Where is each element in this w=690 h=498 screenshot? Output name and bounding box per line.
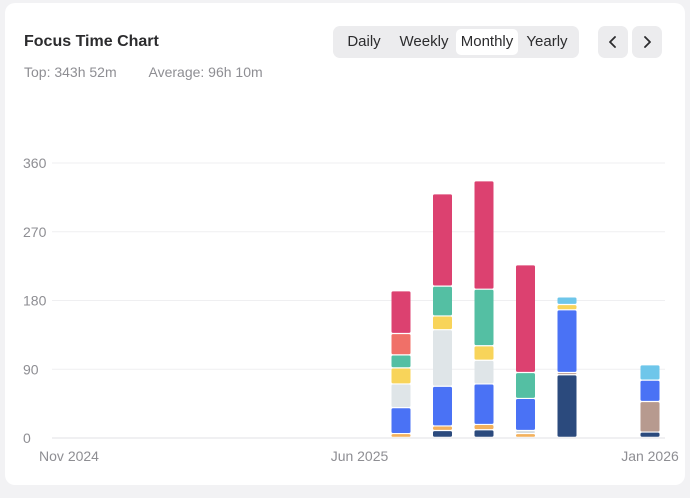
bar-segment	[557, 297, 577, 304]
bar-segment	[391, 384, 411, 408]
y-tick-label: 90	[23, 361, 39, 377]
bar-segment	[640, 365, 660, 380]
x-tick-label: Jan 2026	[621, 448, 679, 464]
bar-stack[interactable]	[557, 297, 577, 437]
bar-segment	[474, 430, 494, 437]
bar-segment	[391, 434, 411, 437]
bar-segment	[433, 286, 452, 316]
bar-segment	[391, 355, 411, 368]
x-tick-label: Jun 2025	[331, 448, 389, 464]
chart-summary: Top: 343h 52m Average: 96h 10m	[24, 64, 263, 80]
bar-segment	[474, 181, 494, 289]
bar-segment	[433, 431, 452, 437]
bar-stack[interactable]	[516, 265, 535, 437]
bar-segment	[516, 373, 535, 398]
chevron-left-icon	[609, 36, 616, 48]
x-axis: Nov 2024 Jun 2025 Jan 2026	[39, 448, 679, 464]
bar-segment	[557, 310, 577, 372]
bar-stack[interactable]	[391, 291, 411, 437]
y-tick-label: 180	[23, 293, 47, 309]
bar-segment	[391, 408, 411, 433]
y-axis: 0 90 180 270 360	[23, 155, 47, 446]
bar-stack[interactable]	[433, 194, 452, 437]
bar-segment	[640, 402, 660, 432]
bar-segment	[640, 380, 660, 401]
bar-segment	[391, 291, 411, 333]
tab-weekly[interactable]: Weekly	[399, 33, 449, 50]
chevron-right-icon	[644, 36, 651, 48]
bar-segment	[433, 330, 452, 386]
bar-segment	[557, 305, 577, 310]
x-tick-label: Nov 2024	[39, 448, 99, 464]
bar-stack[interactable]	[474, 181, 494, 437]
prev-button[interactable]	[598, 26, 628, 58]
bar-segment	[433, 194, 452, 286]
y-tick-label: 0	[23, 430, 31, 446]
average-value: Average: 96h 10m	[148, 64, 263, 80]
bar-stack[interactable]	[640, 365, 660, 437]
tab-monthly[interactable]: Monthly	[456, 29, 518, 55]
bar-segment	[474, 360, 494, 384]
bar-segment	[516, 434, 535, 437]
bar-segment	[474, 346, 494, 360]
tab-yearly[interactable]: Yearly	[526, 33, 568, 50]
bar-segment	[391, 334, 411, 355]
top-value: Top: 343h 52m	[24, 64, 117, 80]
focus-time-chart: 0 90 180 270 360 Nov 2024 Jun 2025 Jan 2026	[23, 155, 679, 464]
focus-time-card: Focus Time Chart Top: 343h 52m Average: …	[5, 3, 685, 485]
bar-segment	[474, 384, 494, 424]
bar-segment	[391, 368, 411, 384]
range-selector: Daily Weekly Monthly Yearly	[333, 26, 579, 58]
bar-segment	[557, 375, 577, 437]
bar-segment	[557, 373, 577, 375]
bar-segment	[516, 431, 535, 433]
y-tick-label: 270	[23, 224, 47, 240]
bars	[391, 181, 660, 437]
bar-segment	[433, 316, 452, 330]
bar-segment	[640, 432, 660, 437]
bar-segment	[474, 425, 494, 430]
chart-title: Focus Time Chart	[24, 33, 159, 50]
bar-segment	[474, 289, 494, 346]
bar-segment	[516, 399, 535, 430]
bar-segment	[433, 386, 452, 426]
y-tick-label: 360	[23, 155, 47, 171]
bar-segment	[433, 426, 452, 430]
next-button[interactable]	[632, 26, 662, 58]
tab-daily[interactable]: Daily	[347, 33, 381, 50]
bar-segment	[516, 265, 535, 372]
